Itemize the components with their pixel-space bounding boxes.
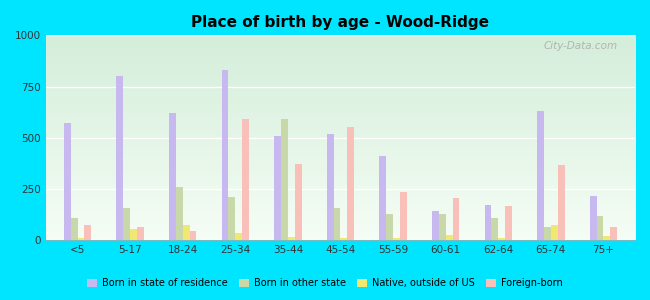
Bar bbox=[347, 128, 354, 240]
Bar bbox=[229, 197, 235, 240]
Bar bbox=[169, 113, 176, 240]
Bar bbox=[551, 225, 558, 240]
Bar bbox=[183, 225, 190, 240]
Bar bbox=[130, 229, 137, 240]
Bar bbox=[432, 212, 439, 240]
Bar bbox=[137, 227, 144, 240]
Bar bbox=[341, 238, 347, 240]
Bar bbox=[294, 164, 302, 240]
Bar bbox=[603, 236, 610, 240]
Bar bbox=[288, 237, 294, 240]
Bar bbox=[499, 238, 505, 240]
Bar bbox=[116, 76, 124, 240]
Bar bbox=[485, 205, 491, 240]
Bar bbox=[190, 231, 196, 240]
Bar bbox=[558, 165, 565, 240]
Bar bbox=[242, 119, 249, 240]
Bar bbox=[333, 208, 341, 240]
Title: Place of birth by age - Wood-Ridge: Place of birth by age - Wood-Ridge bbox=[192, 15, 489, 30]
Bar bbox=[235, 233, 242, 240]
Bar bbox=[176, 187, 183, 240]
Bar bbox=[400, 192, 407, 240]
Bar bbox=[64, 123, 71, 240]
Bar bbox=[393, 238, 400, 240]
Bar bbox=[71, 218, 77, 240]
Bar bbox=[222, 70, 229, 240]
Bar bbox=[281, 119, 288, 240]
Bar bbox=[380, 156, 386, 240]
Bar bbox=[386, 214, 393, 240]
Bar bbox=[446, 235, 452, 240]
Bar bbox=[124, 208, 130, 240]
Bar bbox=[610, 227, 617, 240]
Bar bbox=[590, 196, 597, 240]
Legend: Born in state of residence, Born in other state, Native, outside of US, Foreign-: Born in state of residence, Born in othe… bbox=[83, 274, 567, 292]
Bar bbox=[77, 238, 84, 240]
Bar bbox=[537, 111, 544, 240]
Bar bbox=[84, 225, 91, 240]
Bar bbox=[505, 206, 512, 240]
Bar bbox=[439, 214, 446, 240]
Bar bbox=[327, 134, 333, 240]
Text: City-Data.com: City-Data.com bbox=[543, 41, 618, 52]
Bar bbox=[597, 216, 603, 240]
Bar bbox=[544, 227, 551, 240]
Bar bbox=[274, 136, 281, 240]
Bar bbox=[452, 198, 460, 240]
Bar bbox=[491, 218, 499, 240]
